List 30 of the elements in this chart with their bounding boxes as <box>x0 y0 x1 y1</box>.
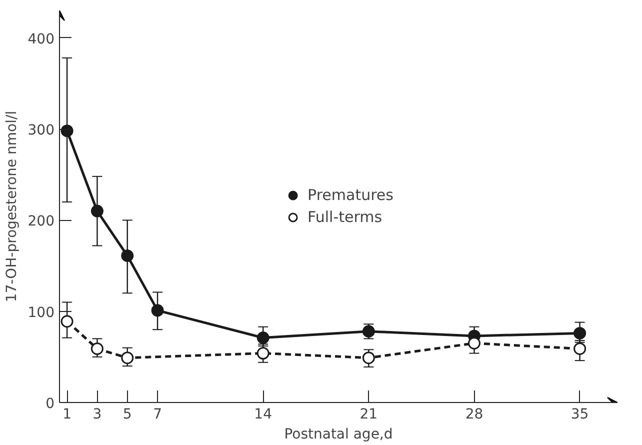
point <box>362 352 375 364</box>
point <box>256 332 270 344</box>
x-tick-label: 28 <box>465 406 484 422</box>
x-tick-label: 7 <box>153 406 162 422</box>
x-tick-label: 3 <box>92 406 102 422</box>
legend-label: Prematures <box>308 186 394 204</box>
point <box>574 342 586 355</box>
x-axis-title: Postnatal age,d <box>284 426 393 442</box>
y-tick-label: 400 <box>28 31 55 48</box>
x-tick-label: 14 <box>254 406 272 422</box>
y-tick-label: 100 <box>28 304 55 321</box>
y-tick-label: 0 <box>46 396 55 412</box>
y-axis-title: 17-OH-progesterone nmol/l <box>4 110 20 302</box>
x-tick-label: 21 <box>360 406 378 422</box>
x-tick-label: 1 <box>62 406 72 422</box>
point <box>574 326 586 340</box>
legend-label: Full-terms <box>308 208 382 226</box>
point <box>468 337 480 350</box>
y-tick-label: 200 <box>28 214 55 230</box>
x-tick-label: 35 <box>570 406 589 422</box>
y-tick-label: 300 <box>28 122 55 139</box>
point <box>256 347 270 360</box>
point <box>121 249 134 262</box>
point <box>151 304 164 317</box>
point <box>90 204 104 218</box>
point <box>60 124 74 138</box>
point <box>121 352 134 364</box>
point <box>90 342 104 355</box>
x-tick-label: 5 <box>122 406 132 422</box>
point <box>60 315 74 328</box>
